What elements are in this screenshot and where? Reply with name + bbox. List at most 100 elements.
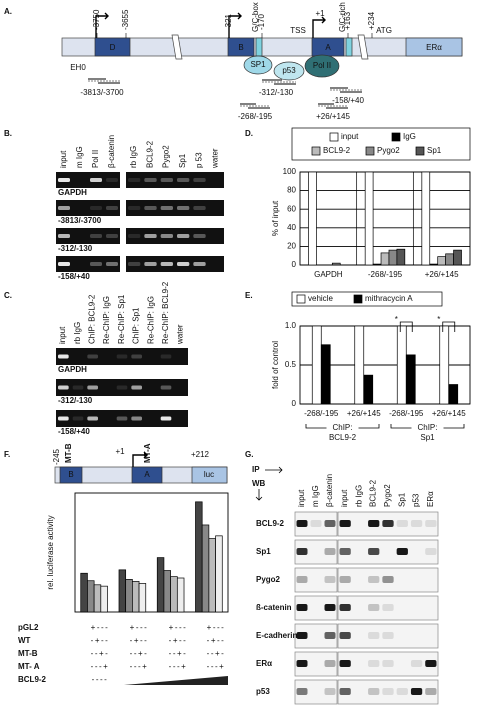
- row-label: pGL2: [18, 623, 39, 632]
- table-cell: -+--: [169, 636, 188, 645]
- promoter-arrow: [132, 451, 148, 467]
- blot-band: [339, 632, 351, 639]
- exon: [405, 37, 463, 57]
- band: [72, 416, 84, 421]
- band: [131, 385, 142, 390]
- exon-label: B: [68, 470, 73, 479]
- blot-band: [382, 688, 394, 695]
- blot-band: [368, 688, 380, 695]
- blot-band: [368, 576, 380, 583]
- blot-band: [368, 660, 380, 667]
- column-label: input: [58, 326, 67, 344]
- row-label: -158/+40: [58, 427, 90, 436]
- y-axis-label: rel. luciferase activity: [46, 515, 55, 589]
- band: [106, 178, 118, 182]
- band: [144, 234, 157, 238]
- band: [72, 385, 84, 390]
- x-tick-label: -268/-195: [304, 409, 339, 418]
- legend-swatch: [353, 294, 363, 304]
- x-tick-label: +26/+145: [432, 409, 466, 418]
- bar: [163, 570, 171, 613]
- column-label: ChIP: BCL9-2: [88, 294, 97, 344]
- factor-label: Pol II: [313, 61, 331, 70]
- column-label: β-catenin: [325, 474, 334, 507]
- band: [116, 385, 128, 390]
- legend-swatch: [329, 132, 339, 142]
- exon: [227, 37, 255, 57]
- gc-box: [255, 37, 263, 57]
- blot-band: [296, 576, 308, 583]
- legend: [291, 127, 471, 161]
- blot: [337, 539, 439, 565]
- legend-label: vehicle: [308, 294, 333, 303]
- bar: [156, 557, 165, 613]
- exon: [59, 466, 83, 484]
- primer-label: -3813/-3700: [80, 88, 124, 97]
- panel-letter: D.: [245, 129, 253, 138]
- significance-bracket: [399, 321, 413, 332]
- column-label: m IgG: [75, 146, 84, 168]
- bar: [388, 249, 398, 266]
- eh0-label: EH0: [70, 63, 86, 72]
- tss-label: TSS: [290, 26, 306, 35]
- band: [58, 416, 69, 421]
- band: [106, 262, 118, 266]
- bar: [132, 581, 140, 613]
- column-label: input: [59, 150, 68, 168]
- bar: [437, 256, 446, 266]
- y-tick-label: 40: [287, 223, 296, 232]
- blot-band: [296, 688, 308, 695]
- bar: [429, 263, 439, 266]
- exon: [191, 466, 228, 484]
- band: [90, 234, 102, 238]
- band: [177, 206, 190, 210]
- bar: [354, 325, 365, 405]
- blot-band: [425, 660, 437, 667]
- bar: [215, 535, 223, 613]
- row-label: BCL9-2: [18, 675, 47, 684]
- band: [106, 206, 118, 210]
- bar: [170, 576, 178, 613]
- blot-band: [324, 632, 336, 639]
- column-label: ERα: [426, 491, 435, 507]
- promoter-arrow: [312, 16, 326, 38]
- bar: [448, 384, 459, 405]
- blot-band: [324, 520, 336, 527]
- break: [171, 34, 183, 60]
- position-label: +1: [115, 447, 125, 456]
- table-cell: ---+: [130, 662, 149, 671]
- band: [116, 416, 128, 421]
- band: [193, 234, 206, 238]
- y-tick-label: 60: [287, 204, 296, 213]
- column-label: BCL9-2: [369, 479, 378, 507]
- legend-label: input: [341, 132, 359, 141]
- legend-swatch: [296, 294, 306, 304]
- legend-swatch: [415, 146, 425, 156]
- column-label: Re-ChIP: BCL9-2: [161, 281, 170, 344]
- gc-rich-label: G/C-rich: [338, 2, 347, 32]
- blot-band: [425, 548, 437, 555]
- blot: [294, 567, 338, 593]
- row-label: -158/+40: [58, 272, 90, 281]
- mutant-label: MT-A: [143, 443, 152, 463]
- blot-band: [410, 688, 423, 695]
- bar: [208, 538, 216, 613]
- bar: [439, 325, 450, 405]
- row-label: GAPDH: [58, 188, 87, 197]
- legend-label: Sp1: [427, 146, 442, 155]
- bar: [201, 524, 210, 613]
- group-bracket: [390, 424, 465, 429]
- blot-band: [382, 660, 394, 667]
- legend-label: IgG: [403, 132, 416, 141]
- table-cell: --+-: [207, 649, 226, 658]
- bar: [320, 344, 331, 405]
- table-cell: +---: [169, 623, 188, 632]
- panel-letter: A.: [4, 7, 12, 16]
- panel-letter: B.: [4, 129, 12, 138]
- column-label: input: [340, 489, 349, 507]
- gel: [126, 172, 224, 188]
- blot-band: [382, 604, 394, 611]
- band: [90, 262, 102, 266]
- position-label: -245: [52, 448, 61, 465]
- blot-band: [296, 660, 308, 667]
